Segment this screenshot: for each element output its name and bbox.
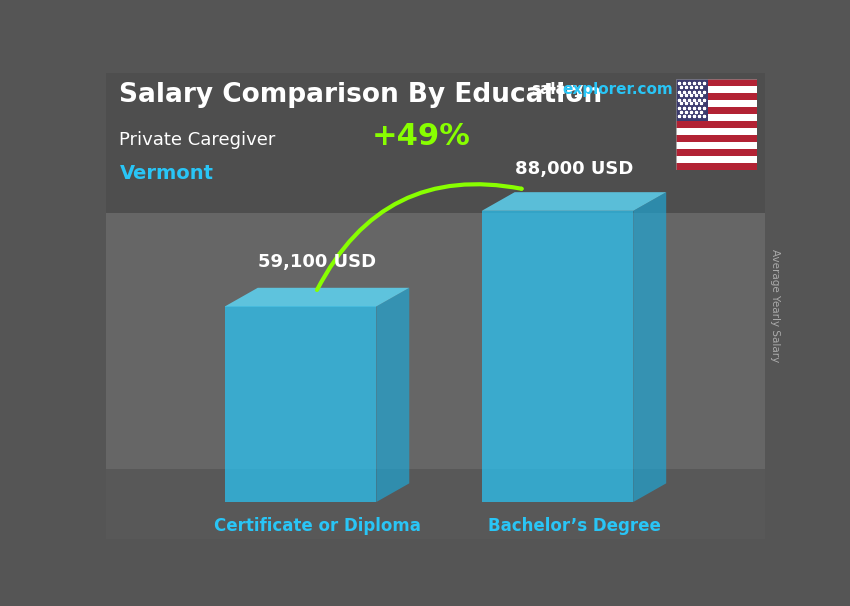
Text: Salary Comparison By Education: Salary Comparison By Education: [119, 82, 603, 108]
Bar: [676, 135, 756, 142]
Bar: [676, 107, 756, 114]
Bar: [676, 93, 756, 100]
Bar: [676, 121, 756, 128]
Bar: [676, 79, 756, 86]
Text: 59,100 USD: 59,100 USD: [258, 253, 376, 271]
Polygon shape: [224, 288, 410, 307]
Text: Private Caregiver: Private Caregiver: [119, 131, 275, 149]
Bar: [676, 128, 756, 135]
Bar: [676, 79, 708, 121]
Bar: [676, 100, 756, 107]
Text: Vermont: Vermont: [119, 164, 213, 183]
Text: Certificate or Diploma: Certificate or Diploma: [213, 517, 421, 534]
Polygon shape: [482, 211, 633, 502]
Bar: [676, 142, 756, 148]
Polygon shape: [482, 192, 666, 211]
Text: Bachelor’s Degree: Bachelor’s Degree: [488, 517, 660, 534]
Text: Average Yearly Salary: Average Yearly Salary: [770, 250, 780, 362]
Text: 88,000 USD: 88,000 USD: [515, 160, 633, 178]
Text: salary: salary: [531, 82, 583, 96]
FancyArrowPatch shape: [317, 184, 522, 290]
Text: explorer.com: explorer.com: [562, 82, 673, 96]
Polygon shape: [224, 307, 377, 502]
Bar: [676, 148, 756, 156]
Bar: [106, 469, 765, 539]
Bar: [676, 156, 756, 162]
Bar: [676, 86, 756, 93]
Bar: [676, 162, 756, 170]
Bar: [676, 114, 756, 121]
Text: +49%: +49%: [372, 122, 471, 151]
Polygon shape: [377, 288, 410, 502]
Polygon shape: [633, 192, 666, 502]
Bar: [106, 73, 765, 213]
